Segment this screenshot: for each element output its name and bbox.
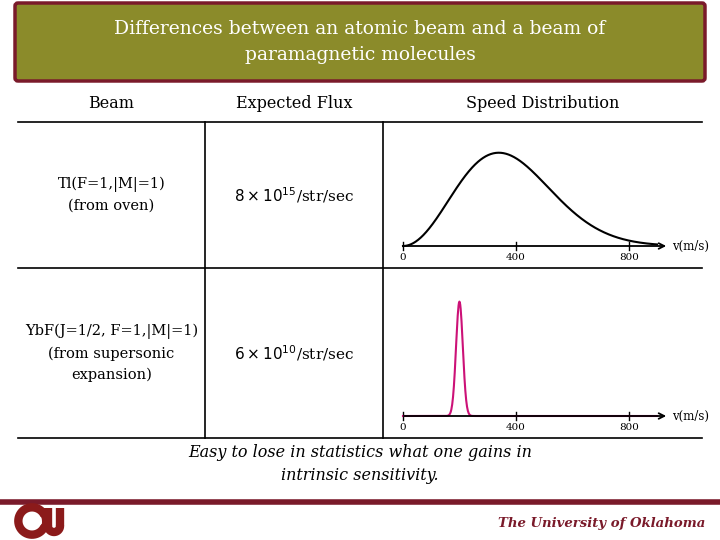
Text: v(m/s): v(m/s) xyxy=(672,409,709,422)
Text: YbF(J=1/2, F=1,|M|=1)
(from supersonic
expansion): YbF(J=1/2, F=1,|M|=1) (from supersonic e… xyxy=(25,324,198,382)
Text: v(m/s): v(m/s) xyxy=(672,240,709,253)
Text: Tl(F=1,|M|=1)
(from oven): Tl(F=1,|M|=1) (from oven) xyxy=(58,177,166,213)
Text: Beam: Beam xyxy=(89,95,135,112)
Text: 400: 400 xyxy=(506,253,526,262)
Text: Speed Distribution: Speed Distribution xyxy=(466,95,619,112)
Text: Easy to lose in statistics what one gains in
intrinsic sensitivity.: Easy to lose in statistics what one gain… xyxy=(188,444,532,484)
Text: 400: 400 xyxy=(506,423,526,432)
Text: $6 \times 10^{10}$/str/sec: $6 \times 10^{10}$/str/sec xyxy=(234,343,354,363)
FancyBboxPatch shape xyxy=(15,3,705,81)
Text: 0: 0 xyxy=(400,423,406,432)
Text: 800: 800 xyxy=(619,253,639,262)
Text: Differences between an atomic beam and a beam of
paramagnetic molecules: Differences between an atomic beam and a… xyxy=(114,21,606,64)
Text: 800: 800 xyxy=(619,423,639,432)
Text: 0: 0 xyxy=(400,253,406,262)
Text: Expected Flux: Expected Flux xyxy=(235,95,352,112)
Text: The University of Oklahoma: The University of Oklahoma xyxy=(498,516,705,530)
Text: $8 \times 10^{15}$/str/sec: $8 \times 10^{15}$/str/sec xyxy=(234,185,354,205)
